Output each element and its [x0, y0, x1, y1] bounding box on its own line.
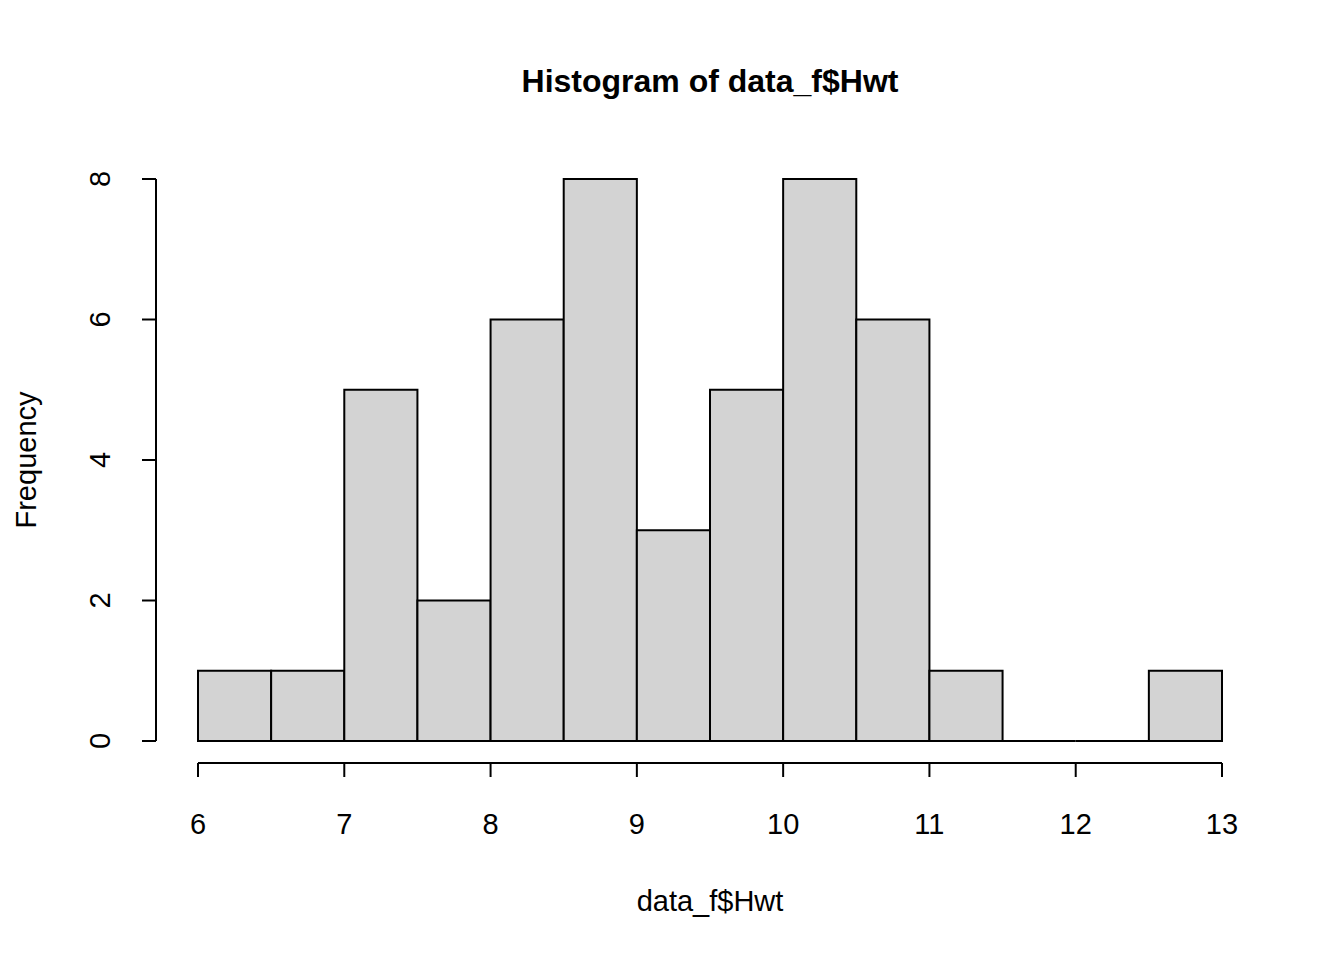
x-tick — [343, 763, 345, 777]
bar — [1003, 740, 1076, 742]
x-axis-label: data_f$Hwt — [637, 885, 784, 917]
bar — [637, 530, 710, 741]
bar — [564, 179, 637, 741]
x-tick — [636, 763, 638, 777]
bars — [198, 179, 1222, 741]
x-tick — [1221, 763, 1223, 777]
bar — [710, 390, 783, 741]
bar — [198, 671, 271, 741]
x-tick-label: 7 — [336, 808, 352, 840]
y-tick — [142, 178, 156, 180]
y-tick — [142, 740, 156, 742]
y-tick-label: 6 — [84, 311, 116, 327]
x-tick-label: 12 — [1060, 808, 1092, 840]
y-tick-label: 2 — [84, 592, 116, 608]
x-axis-line — [198, 762, 1222, 764]
x-tick — [197, 763, 199, 777]
bar — [929, 671, 1002, 741]
x-tick-label: 11 — [914, 808, 944, 840]
y-tick-label: 4 — [84, 452, 116, 468]
y-tick-label: 0 — [84, 733, 116, 749]
chart: Histogram of data_f$Hwt 6 7 8 9 10 11 12 13 0 2 4 6 8… — [0, 0, 1344, 960]
bar — [1149, 671, 1222, 741]
bar — [783, 179, 856, 741]
x-tick — [782, 763, 784, 777]
x-tick-label: 13 — [1206, 808, 1238, 840]
x-tick-label: 9 — [629, 808, 645, 840]
bar — [344, 390, 417, 741]
bar — [491, 320, 564, 742]
x-tick-label: 10 — [767, 808, 799, 840]
x-tick-label: 6 — [190, 808, 206, 840]
x-tick-label: 8 — [483, 808, 499, 840]
x-tick — [490, 763, 492, 777]
y-tick — [142, 459, 156, 461]
y-axis-label: Frequency — [10, 391, 42, 529]
bar — [856, 320, 929, 742]
x-tick — [1075, 763, 1077, 777]
bar — [271, 671, 344, 741]
y-tick — [142, 600, 156, 602]
bar — [417, 601, 490, 742]
y-tick-label: 8 — [84, 171, 116, 187]
title: Histogram of data_f$Hwt — [522, 63, 899, 99]
bar — [1076, 740, 1149, 742]
y-tick — [142, 319, 156, 321]
x-tick — [928, 763, 930, 777]
